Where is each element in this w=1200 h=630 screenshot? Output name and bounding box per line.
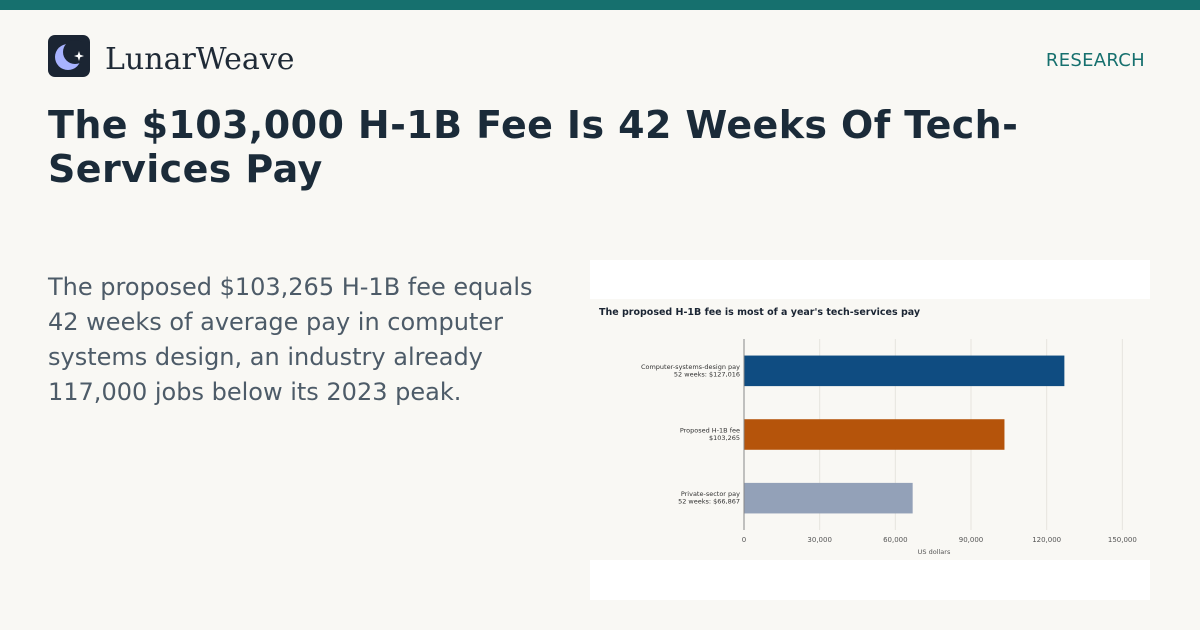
top-accent-bar — [0, 0, 1200, 10]
page-title: The $103,000 H-1B Fee Is 42 Weeks Of Tec… — [48, 103, 1019, 191]
x-tick-label: 0 — [742, 536, 746, 544]
y-tick-label: Private-sector pay — [681, 490, 740, 498]
chart-area: The proposed H-1B fee is most of a year'… — [590, 299, 1150, 560]
x-tick-label: 60,000 — [883, 536, 908, 544]
y-tick-label: Proposed H-1B fee — [680, 427, 740, 435]
y-tick-label: 52 weeks: $127,016 — [674, 370, 740, 378]
summary-text: The proposed $103,265 H-1B fee equals 42… — [48, 273, 533, 406]
chart-panel: The proposed H-1B fee is most of a year'… — [590, 260, 1150, 600]
y-tick-label: 52 weeks: $66,867 — [678, 498, 740, 506]
bar — [744, 355, 1065, 387]
x-tick-label: 120,000 — [1032, 536, 1061, 544]
x-tick-label: 90,000 — [959, 536, 984, 544]
bar — [744, 419, 1005, 450]
y-tick-label: $103,265 — [709, 434, 740, 442]
chart-title: The proposed H-1B fee is most of a year'… — [599, 307, 921, 318]
crescent-moon-star-icon — [48, 35, 90, 77]
bar — [744, 482, 913, 514]
x-tick-label: 30,000 — [807, 536, 832, 544]
section-label[interactable]: RESEARCH — [1045, 50, 1145, 71]
x-axis-label: US dollars — [918, 548, 951, 556]
brand-name: LunarWeave — [105, 42, 295, 77]
y-tick-label: Computer-systems-design pay — [641, 363, 740, 371]
bar-chart: The proposed H-1B fee is most of a year'… — [599, 307, 1137, 556]
x-tick-label: 150,000 — [1108, 536, 1137, 544]
